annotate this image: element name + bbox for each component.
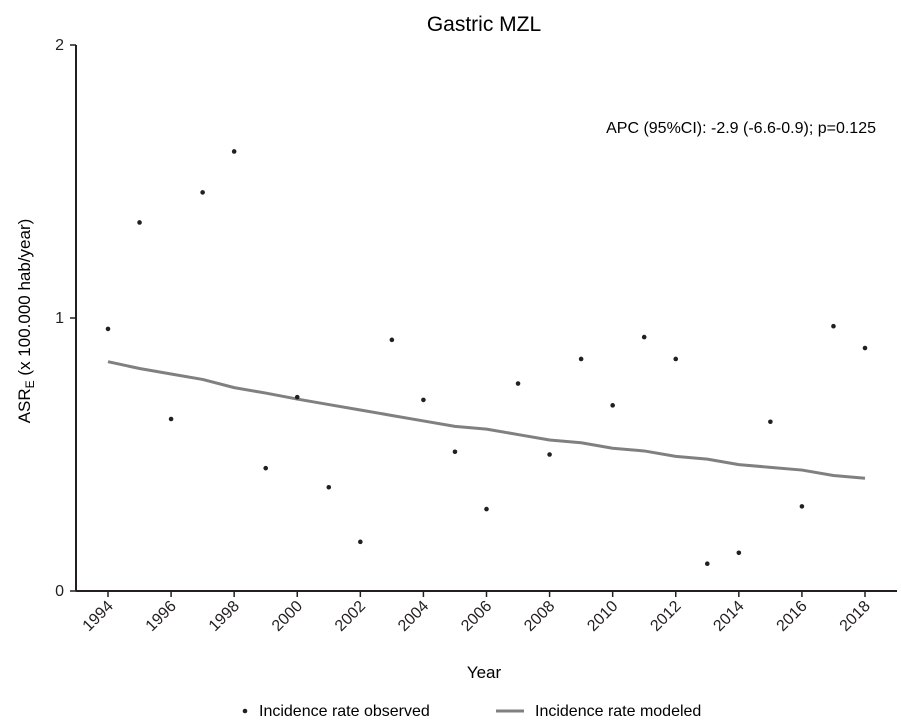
x-tick-label: 2016 <box>774 598 811 635</box>
y-axis-label: ASRE (x 100.000 hab/year) <box>15 219 37 424</box>
observed-point <box>862 345 868 351</box>
y-tick-label: 2 <box>55 37 64 54</box>
x-axis-ticks: 1994 1996 1998 2000 2002 2004 2006 2008 2010 2012… <box>80 591 874 635</box>
observed-point <box>799 504 805 509</box>
x-tick-label: 1998 <box>206 598 243 635</box>
y-axis-label-prefix: ASR <box>15 388 34 423</box>
observed-point <box>768 419 773 425</box>
observed-point <box>547 452 552 457</box>
x-tick-label: 2008 <box>521 598 558 635</box>
observed-point <box>578 356 584 362</box>
observed-point <box>704 561 710 566</box>
legend-modeled-label: Incidence rate modeled <box>535 703 701 720</box>
x-tick-label: 2010 <box>584 598 621 635</box>
x-tick-label: 2014 <box>710 598 747 635</box>
x-tick-label: 2018 <box>837 598 874 635</box>
x-tick-label: 1994 <box>80 598 117 635</box>
observed-point <box>389 337 395 343</box>
observed-point <box>231 149 237 154</box>
observed-point <box>326 484 332 490</box>
observed-point <box>421 397 426 403</box>
observed-point <box>610 403 615 408</box>
observed-point <box>200 190 205 195</box>
observed-series <box>105 149 868 566</box>
x-tick-label: 1996 <box>143 598 180 635</box>
legend-observed-label: Incidence rate observed <box>259 703 430 720</box>
observed-point <box>358 539 363 545</box>
observed-point <box>263 465 269 471</box>
y-tick-label: 1 <box>55 310 64 327</box>
y-axis-ticks: 0 1 2 <box>55 37 76 600</box>
chart-title: Gastric MZL <box>427 13 541 36</box>
apc-annotation: APC (95%CI): -2.9 (-6.6-0.9); p=0.125 <box>606 120 876 137</box>
y-axis-label-subscript: E <box>23 380 37 388</box>
legend-observed-marker <box>242 708 248 714</box>
observed-point <box>641 334 647 340</box>
observed-point <box>105 326 111 332</box>
observed-point <box>484 506 489 512</box>
modeled-line <box>107 360 866 480</box>
y-axis-label-suffix: (x 100.000 hab/year) <box>15 219 34 381</box>
x-tick-label: 2004 <box>395 598 432 635</box>
observed-point <box>831 323 836 329</box>
observed-point <box>736 550 742 556</box>
x-tick-label: 2012 <box>647 598 684 635</box>
x-tick-label: 2006 <box>458 598 495 635</box>
observed-point <box>515 381 521 386</box>
observed-point <box>168 416 174 422</box>
x-tick-label: 2002 <box>332 598 369 635</box>
x-axis-label: Year <box>467 663 502 682</box>
observed-point <box>452 449 458 455</box>
legend: Incidence rate observed Incidence rate m… <box>242 703 701 720</box>
observed-point <box>294 394 300 400</box>
y-tick-label: 0 <box>55 583 64 600</box>
observed-point <box>137 220 142 225</box>
modeled-series <box>107 360 866 480</box>
x-tick-label: 2000 <box>269 598 306 635</box>
observed-point <box>673 356 679 362</box>
